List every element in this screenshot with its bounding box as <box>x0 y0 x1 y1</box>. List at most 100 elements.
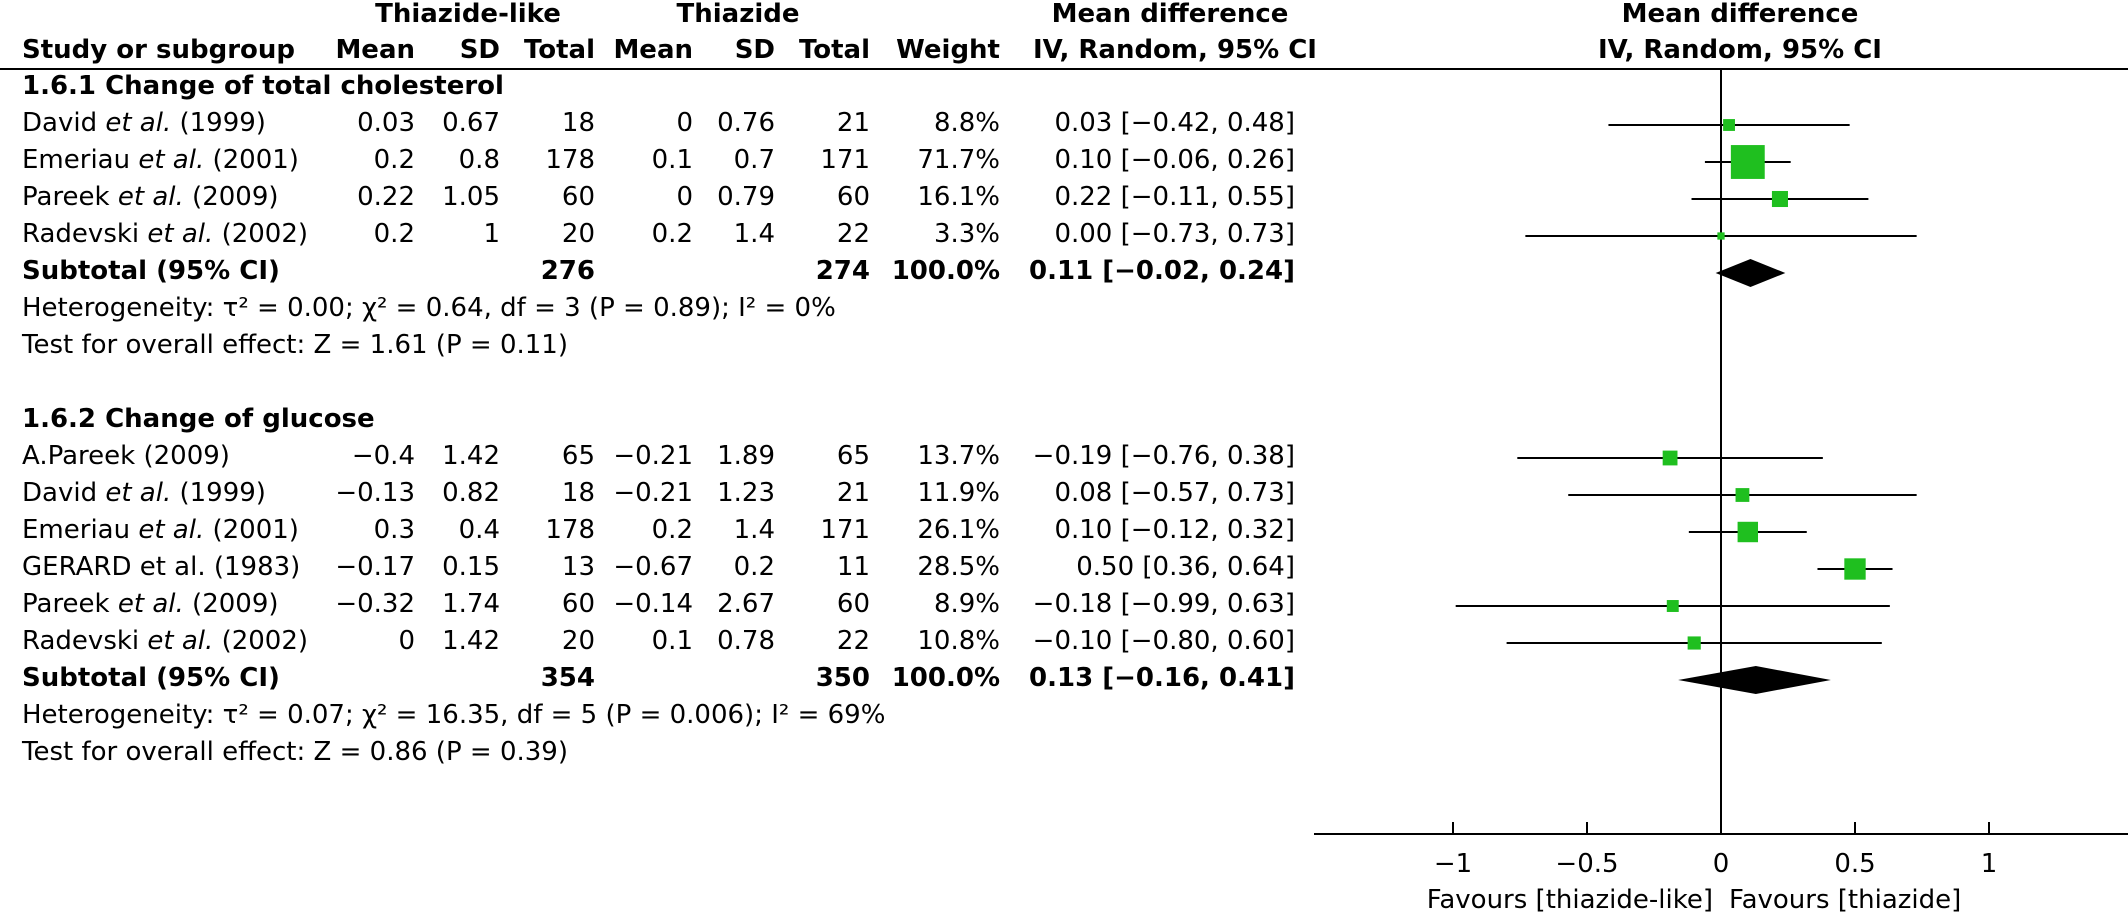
study-total1: 20 <box>561 626 595 656</box>
study-ci: 0.00 [−0.73, 0.73] <box>1054 219 1295 249</box>
study-total1: 20 <box>561 219 595 249</box>
study-sd1: 0.4 <box>458 515 500 545</box>
mean1-header: Mean <box>335 35 415 65</box>
study-mean2: −0.21 <box>613 441 693 471</box>
x-tick-label: −1 <box>1434 849 1472 879</box>
mean2-header: Mean <box>613 35 693 65</box>
study-mean2: −0.14 <box>613 589 693 619</box>
study-mean2: 0 <box>676 182 693 212</box>
study-label: Emeriau et al. (2001) <box>22 144 299 176</box>
x-tick-label: −0.5 <box>1555 849 1618 879</box>
study-mean2: −0.67 <box>613 552 693 582</box>
study-total1: 60 <box>561 182 595 212</box>
study-ci: −0.10 [−0.80, 0.60] <box>1032 626 1295 656</box>
study-ci: 0.03 [−0.42, 0.48] <box>1054 108 1295 138</box>
study-marker <box>1844 558 1866 580</box>
study-total2: 22 <box>836 626 870 656</box>
study-label: David et al. (1999) <box>22 107 266 139</box>
study-label: Pareek et al. (2009) <box>22 181 279 213</box>
study-mean1: 0.3 <box>373 515 415 545</box>
study-marker <box>1730 145 1765 179</box>
study-mean1: 0.2 <box>373 219 415 249</box>
group1-header: Thiazide-like <box>375 0 561 29</box>
x-tick-label: 1 <box>1981 849 1998 879</box>
study-label: Radevski et al. (2002) <box>22 625 308 657</box>
study-author: GERARD et al. <box>22 552 206 582</box>
study-mean1: −0.13 <box>335 478 415 508</box>
study-sd1: 1 <box>483 219 500 249</box>
study-mean1: 0.22 <box>357 182 415 212</box>
study-year: (2009) <box>143 441 230 471</box>
study-weight: 11.9% <box>917 478 1000 508</box>
study-weight: 16.1% <box>917 182 1000 212</box>
study-weight: 71.7% <box>917 145 1000 175</box>
study-mean1: −0.17 <box>335 552 415 582</box>
sd1-header: SD <box>459 35 500 65</box>
study-total2: 11 <box>836 552 870 582</box>
subtotal-weight: 100.0% <box>891 256 1000 286</box>
favours-left-label: Favours [thiazide-like] <box>1427 885 1713 912</box>
study-ci: −0.19 [−0.76, 0.38] <box>1032 441 1295 471</box>
study-etal: et al. <box>105 108 172 138</box>
x-tick-label: 0.5 <box>1834 849 1875 879</box>
subtotal-label: Subtotal (95% CI) <box>22 663 280 693</box>
study-sd2: 0.7 <box>733 145 775 175</box>
study-mean2: 0.1 <box>651 626 693 656</box>
study-ci: 0.08 [−0.57, 0.73] <box>1054 478 1295 508</box>
study-ci: 0.50 [0.36, 0.64] <box>1076 552 1295 582</box>
study-sd2: 1.4 <box>733 219 775 249</box>
study-marker <box>1723 119 1735 131</box>
study-ci: 0.10 [−0.12, 0.32] <box>1054 515 1295 545</box>
study-year: (2002) <box>221 219 309 249</box>
study-weight: 13.7% <box>917 441 1000 471</box>
study-total1: 18 <box>561 478 595 508</box>
subtotal-ci: 0.13 [−0.16, 0.41] <box>1029 663 1295 693</box>
study-mean1: 0.2 <box>373 145 415 175</box>
study-year: (2009) <box>192 182 279 212</box>
study-etal: et al. <box>138 145 205 175</box>
md-column-title: Mean difference <box>1051 0 1289 29</box>
study-sd2: 2.67 <box>717 589 775 619</box>
study-year: (2001) <box>212 515 299 545</box>
study-author: Pareek <box>22 182 110 212</box>
sd2-header: SD <box>734 35 775 65</box>
study-marker <box>1771 190 1788 208</box>
study-ci: −0.18 [−0.99, 0.63] <box>1032 589 1295 619</box>
study-sd1: 1.42 <box>442 441 500 471</box>
study-label: A.Pareek (2009) <box>22 440 230 472</box>
pooled-diamond <box>1715 259 1786 287</box>
study-author: David <box>22 108 98 138</box>
study-total2: 22 <box>836 219 870 249</box>
study-total2: 60 <box>836 589 870 619</box>
study-year: (2002) <box>221 626 309 656</box>
study-mean2: 0.2 <box>651 219 693 249</box>
heterogeneity-text: Heterogeneity: τ² = 0.00; χ² = 0.64, df … <box>22 293 836 323</box>
overall-effect-text: Test for overall effect: Z = 1.61 (P = 0… <box>22 330 568 360</box>
group2-header: Thiazide <box>676 0 800 29</box>
study-total1: 178 <box>545 145 595 175</box>
study-etal: et al. <box>147 626 214 656</box>
overall-effect-text: Test for overall effect: Z = 0.86 (P = 0… <box>22 737 568 767</box>
study-marker <box>1662 450 1678 466</box>
study-year: (1999) <box>179 108 266 138</box>
heterogeneity-text: Heterogeneity: τ² = 0.07; χ² = 16.35, df… <box>22 700 886 730</box>
study-total2: 171 <box>820 145 870 175</box>
subtotal-total2: 274 <box>815 256 870 286</box>
study-mean1: −0.32 <box>335 589 415 619</box>
study-total2: 21 <box>836 108 870 138</box>
study-label: GERARD et al. (1983) <box>22 551 300 583</box>
subtotal-ci: 0.11 [−0.02, 0.24] <box>1029 256 1295 286</box>
study-sd2: 1.23 <box>717 478 775 508</box>
study-etal: et al. <box>117 182 184 212</box>
study-label: David et al. (1999) <box>22 477 266 509</box>
study-year: (1983) <box>213 552 301 582</box>
md-column-method: IV, Random, 95% CI <box>1033 35 1317 65</box>
study-total2: 21 <box>836 478 870 508</box>
header-rule <box>0 68 2128 70</box>
x-tick-label: 0 <box>1713 849 1730 879</box>
study-etal: et al. <box>105 478 172 508</box>
study-sd1: 0.82 <box>442 478 500 508</box>
total1-header: Total <box>523 35 595 65</box>
study-label: Emeriau et al. (2001) <box>22 514 299 546</box>
